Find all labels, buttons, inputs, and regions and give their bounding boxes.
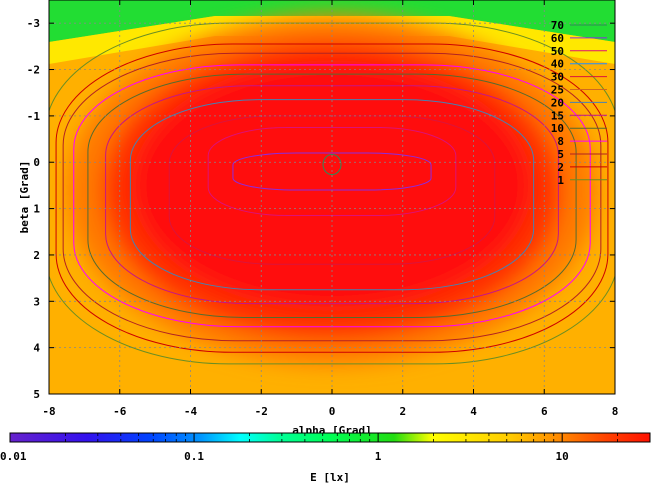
grid-lines bbox=[49, 0, 615, 394]
legend-label: 60 bbox=[551, 32, 564, 45]
heatmap-yellow-region bbox=[49, 16, 615, 64]
colorbar-label: E [lx] bbox=[310, 471, 350, 483]
colorbar-tick-labels: 0.01 0.1 1 10 bbox=[0, 433, 569, 463]
legend-label: 1 bbox=[557, 174, 564, 187]
legend-label: 15 bbox=[551, 109, 564, 122]
colorbar-tick-label: 0.1 bbox=[184, 450, 204, 463]
x-tick-label: -8 bbox=[42, 405, 55, 418]
y-tick-label: 0 bbox=[33, 156, 40, 169]
x-tick-label: -4 bbox=[184, 405, 198, 418]
legend-label: 40 bbox=[551, 58, 564, 71]
legend-label: 5 bbox=[557, 148, 564, 161]
colorbar-tick-label: 10 bbox=[556, 450, 569, 463]
y-tick-label: 5 bbox=[33, 388, 40, 401]
y-tick-label: 3 bbox=[33, 295, 40, 308]
legend-label: 20 bbox=[551, 96, 564, 109]
y-tick-label: -1 bbox=[27, 110, 41, 123]
colorbar bbox=[9, 432, 651, 443]
legend-label: 10 bbox=[551, 122, 564, 135]
contour-line-10 bbox=[87, 73, 577, 319]
legend-label: 25 bbox=[551, 84, 564, 97]
y-tick-label: 4 bbox=[33, 342, 40, 355]
colorbar-tick-label: 1 bbox=[375, 450, 382, 463]
x-tick-label: 2 bbox=[399, 405, 406, 418]
contour-line-70 bbox=[322, 154, 342, 176]
x-tick-labels: -8 -6 -4 -2 0 2 4 6 8 bbox=[42, 0, 618, 418]
legend-label: 2 bbox=[557, 161, 564, 174]
contour-line-1 bbox=[49, 22, 615, 365]
legend-label: 8 bbox=[557, 135, 564, 148]
colorbar-tick-label: 0.01 bbox=[0, 450, 27, 463]
legend-label: 50 bbox=[551, 45, 564, 58]
x-tick-label: 6 bbox=[541, 405, 548, 418]
y-tick-label: 2 bbox=[33, 249, 40, 262]
legend-label: 70 bbox=[551, 19, 564, 32]
x-tick-label: 0 bbox=[329, 405, 336, 418]
y-tick-label: -2 bbox=[27, 64, 40, 77]
x-tick-label: 4 bbox=[470, 405, 477, 418]
contour-line-2 bbox=[55, 43, 609, 353]
x-tick-label: -2 bbox=[255, 405, 268, 418]
contour-line-20 bbox=[129, 99, 535, 291]
x-tick-label: -6 bbox=[113, 405, 127, 418]
y-tick-label: 1 bbox=[33, 203, 40, 216]
y-tick-label: -3 bbox=[27, 17, 40, 30]
legend-label: 30 bbox=[551, 71, 564, 84]
y-axis-label: beta [Grad] bbox=[18, 161, 31, 234]
x-tick-label: 8 bbox=[612, 405, 619, 418]
